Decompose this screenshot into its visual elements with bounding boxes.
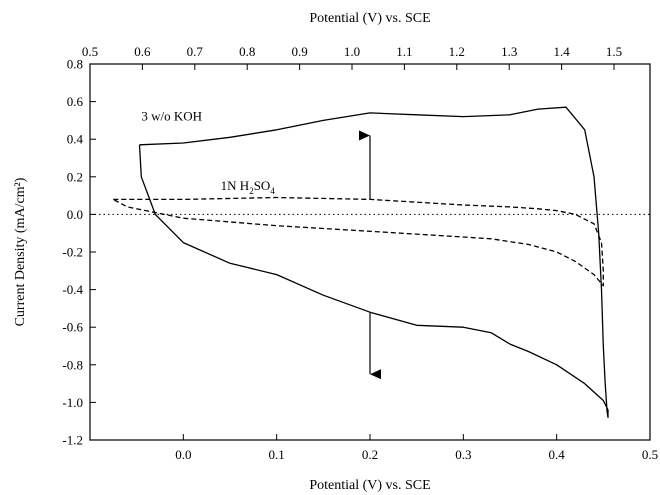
top-tick-label-1: 0.6	[134, 44, 151, 59]
y-tick-label-4: -0.4	[62, 282, 83, 297]
x-axis-title-bottom: Potential (V) vs. SCE	[309, 478, 430, 493]
h2so4-text-1: 1N H	[221, 178, 250, 193]
top-tick-label-9: 1.4	[553, 44, 570, 59]
top-tick-label-8: 1.3	[501, 44, 517, 59]
x-tick-label-5: 0.5	[642, 447, 658, 462]
series-line-h2so4	[112, 196, 604, 287]
top-tick-label-6: 1.1	[396, 44, 412, 59]
y-axis-title: Current Density (mA/cm²)	[13, 177, 28, 326]
y-tick-label-10: 0.8	[67, 57, 83, 72]
h2so4-sub-1: 2	[249, 186, 254, 196]
series-label-koh: 3 w/o KOH	[141, 108, 202, 123]
x-tick-label-2: 0.2	[362, 447, 378, 462]
h2so4-text-2: SO	[254, 178, 271, 193]
y-tick-label-2: -0.8	[62, 357, 83, 372]
top-tick-label-5: 1.0	[344, 44, 360, 59]
y-tick-label-9: 0.6	[67, 94, 84, 109]
top-tick-label-10: 1.5	[606, 44, 622, 59]
top-tick-label-3: 0.8	[239, 44, 255, 59]
y-tick-label-1: -1.0	[62, 395, 83, 410]
y-tick-label-8: 0.4	[67, 132, 84, 147]
y-tick-label-6: 0.0	[67, 207, 83, 222]
top-tick-label-0: 0.5	[82, 44, 98, 59]
x-tick-label-1: 0.1	[269, 447, 285, 462]
x-tick-label-0: 0.0	[175, 447, 191, 462]
series-label-h2so4: 1N H2SO4	[221, 178, 276, 196]
top-tick-label-4: 0.9	[291, 44, 307, 59]
y-tick-label-5: -0.2	[62, 245, 83, 260]
h2so4-sub-2: 4	[270, 186, 275, 196]
y-tick-label-0: -1.2	[62, 433, 83, 448]
series-line-koh	[138, 106, 609, 419]
x-axis-title-top: Potential (V) vs. SCE	[309, 11, 430, 26]
x-tick-label-4: 0.4	[549, 447, 566, 462]
x-tick-label-3: 0.3	[455, 447, 471, 462]
top-tick-label-7: 1.2	[449, 44, 465, 59]
y-tick-label-7: 0.2	[67, 169, 83, 184]
y-tick-label-3: -0.6	[62, 320, 83, 335]
top-tick-label-2: 0.7	[187, 44, 204, 59]
